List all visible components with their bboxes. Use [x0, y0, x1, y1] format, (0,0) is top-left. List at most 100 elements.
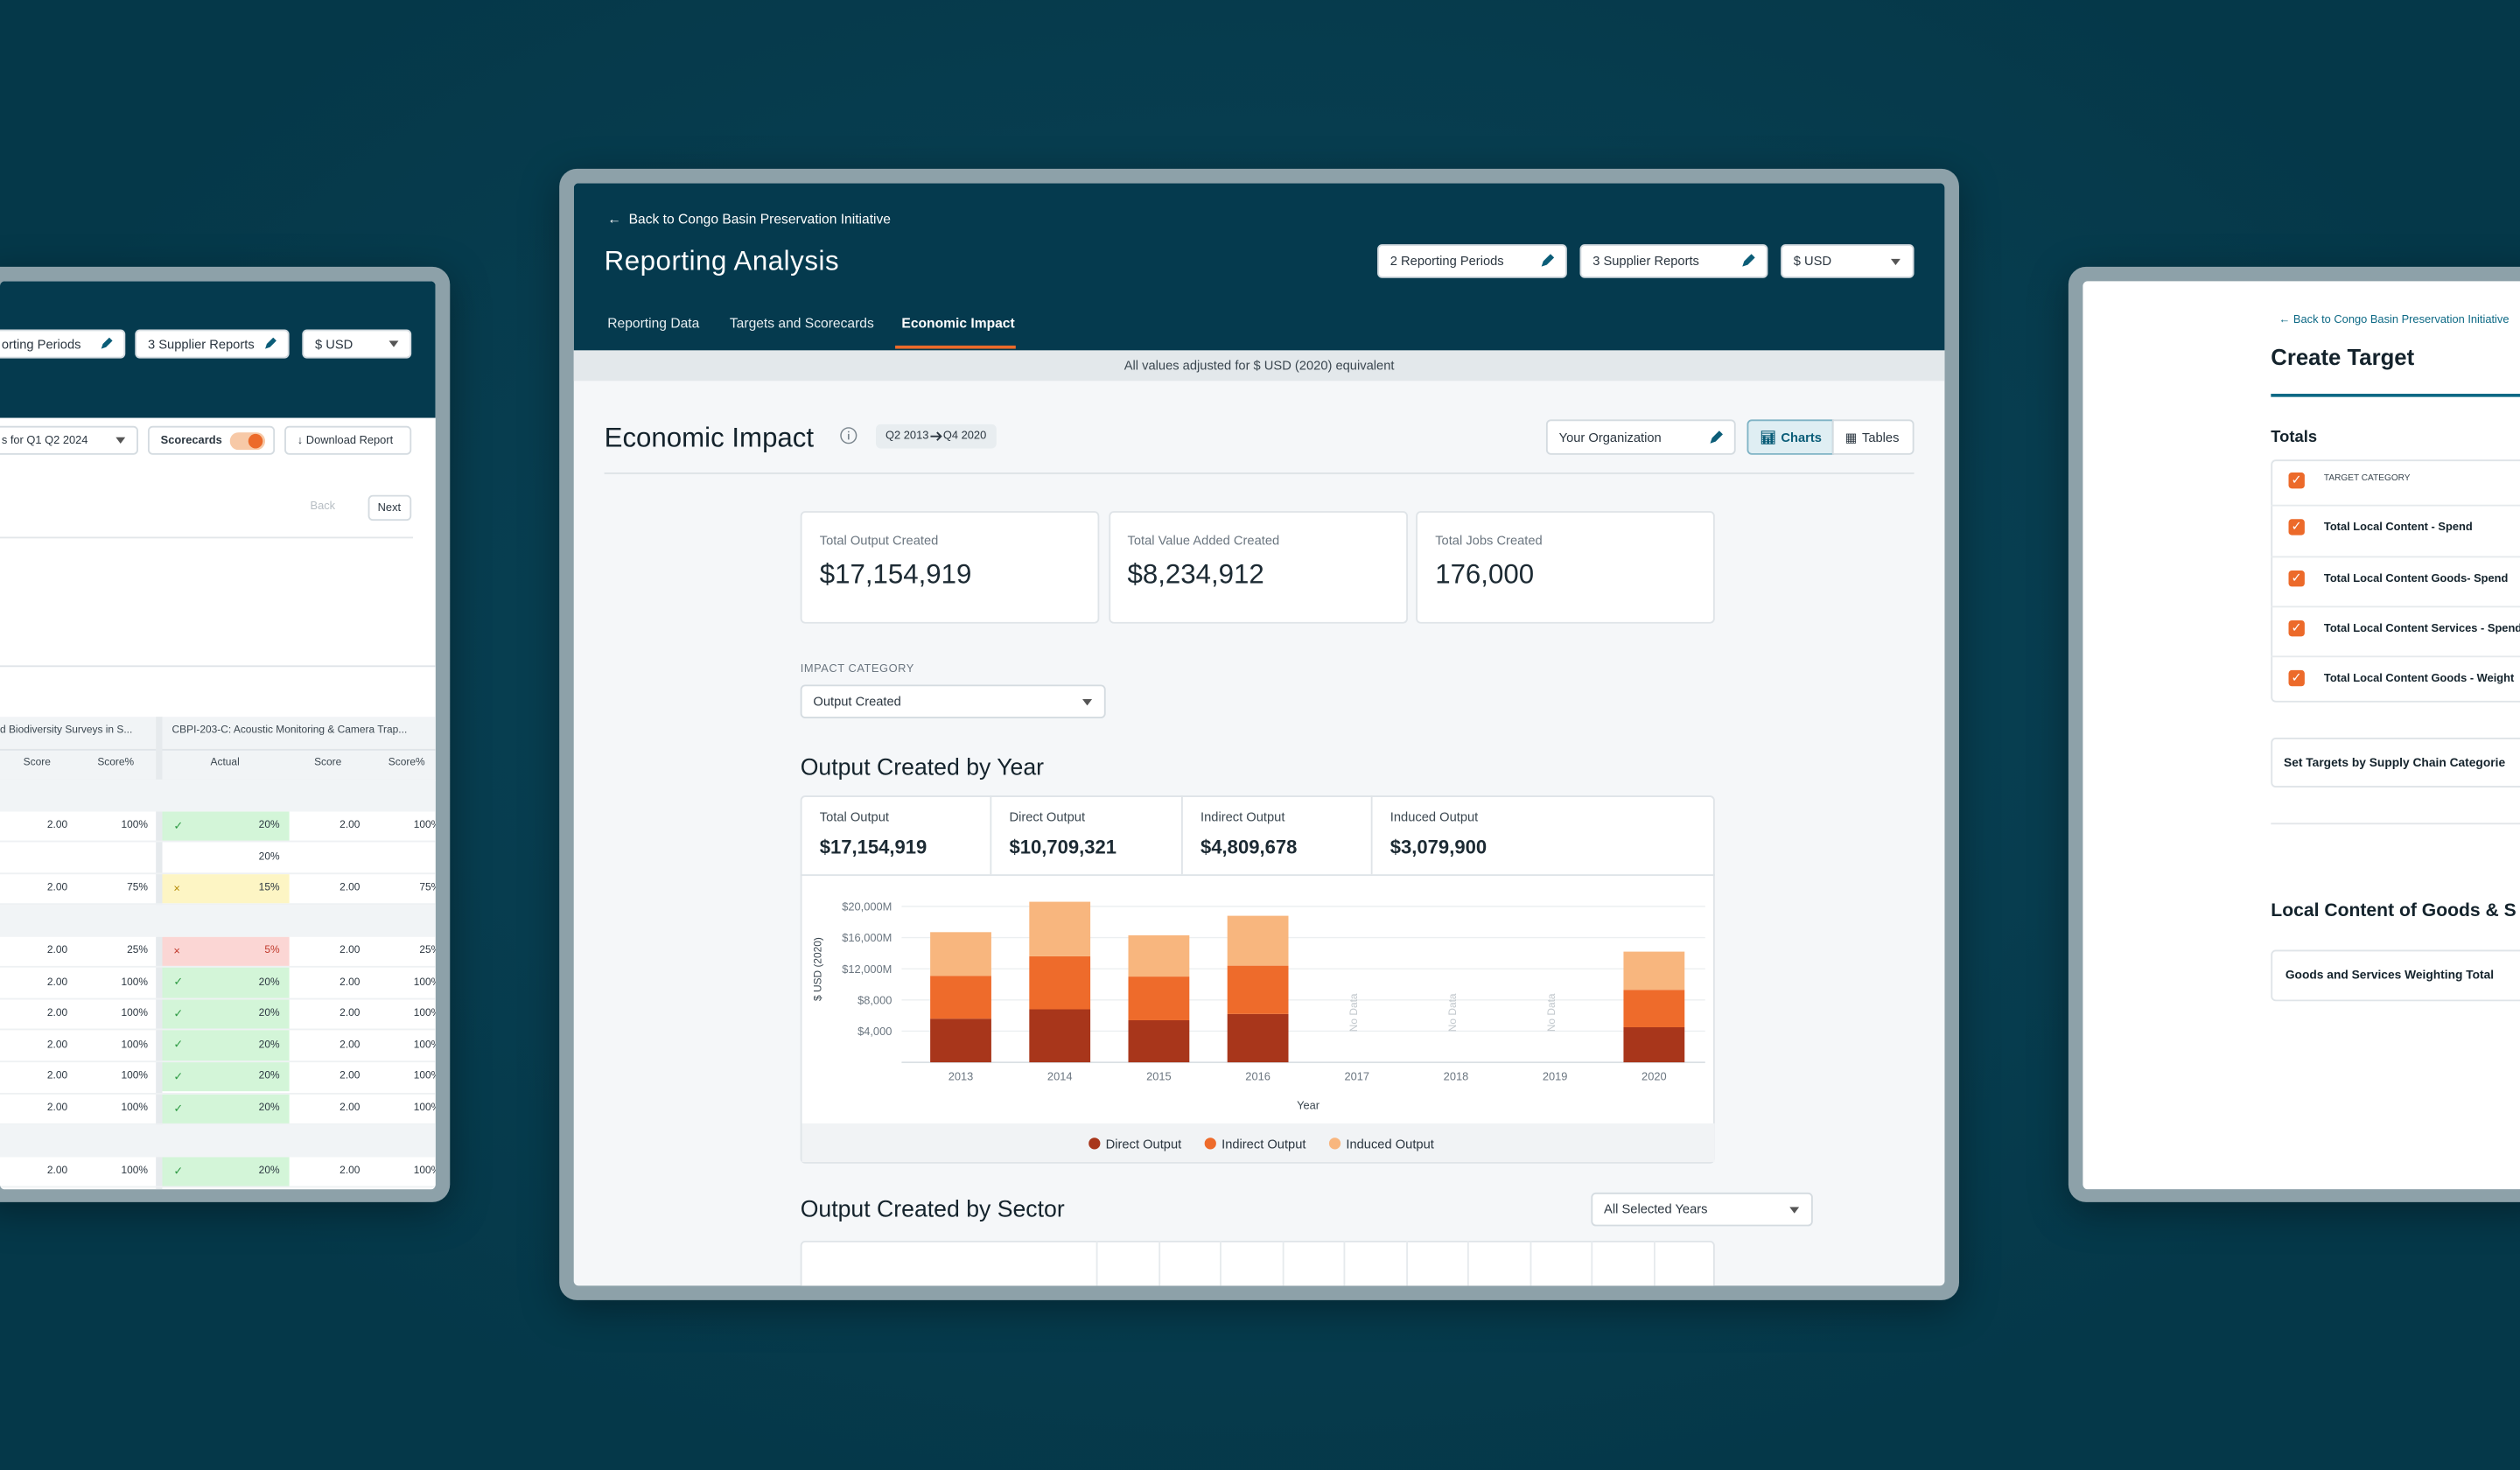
- tab[interactable]: Targets and Scorecards: [729, 315, 874, 332]
- x-tick-label: 2013: [948, 1069, 973, 1082]
- column-line: [1158, 1240, 1161, 1286]
- status-cell: [162, 1093, 290, 1124]
- target-list: ✓ TARGET CATEGORY ✓ Total Local Content - S…: [2271, 459, 2520, 702]
- info-icon[interactable]: [839, 426, 858, 445]
- filter-text: orting Periods: [1, 336, 81, 352]
- column-header: Score: [314, 757, 342, 768]
- table-cell: 75%: [127, 882, 148, 894]
- filter-text: 2 Reporting Periods: [1390, 254, 1504, 269]
- bar-segment: [1127, 976, 1189, 1020]
- y-tick-label: $4,000: [857, 1025, 891, 1038]
- status-cell: [162, 1156, 290, 1186]
- list-header: TARGET CATEGORY: [2323, 473, 2411, 484]
- checkbox: ✓: [2288, 620, 2305, 637]
- table-cell: 100%: [121, 1102, 148, 1114]
- column-line: [1466, 1240, 1469, 1286]
- select-text: s for Q1 Q2 2024: [1, 434, 88, 446]
- row-line: [2271, 556, 2520, 558]
- bar-segment: [929, 1018, 991, 1063]
- status-cell: [162, 1031, 290, 1061]
- tables-toggle[interactable]: ▦ Tables: [1831, 419, 1914, 455]
- bar-segment: [1028, 901, 1090, 956]
- table-cell: 15%: [258, 882, 280, 894]
- organization-select[interactable]: Your Organization: [1545, 419, 1736, 455]
- table-cell: 100%: [121, 976, 148, 989]
- currency-select[interactable]: $ USD: [302, 329, 412, 359]
- table-cell: 2.00: [46, 1008, 68, 1020]
- legend-swatch: [1088, 1138, 1100, 1150]
- row-line: [0, 1060, 436, 1062]
- charts-toggle[interactable]: 📊︎ Charts: [1746, 419, 1834, 455]
- group-row: [0, 1124, 436, 1157]
- toggle-text: Scorecards: [160, 434, 222, 446]
- status-icon: ✓: [173, 1102, 184, 1115]
- banner: All values adjusted for $ USD (2020) equ…: [573, 350, 1945, 382]
- cell-divider: [990, 795, 992, 875]
- status-cell: [162, 810, 290, 841]
- filter-text: $ USD: [1793, 254, 1832, 269]
- filter[interactable]: orting Periods: [0, 329, 126, 359]
- table-cell: 2.00: [46, 1040, 68, 1052]
- weighting-card[interactable]: [2271, 949, 2520, 1002]
- bar-segment: [1622, 1026, 1684, 1063]
- row-line: [0, 903, 436, 906]
- table-cell: 100%: [121, 1071, 148, 1082]
- legend-label: Induced Output: [1345, 1138, 1432, 1152]
- table-cell: 20%: [258, 976, 280, 989]
- period-to: Q4 2020: [942, 430, 987, 443]
- back-link[interactable]: ← Back to Congo Basin Preservation Initi…: [2278, 315, 2510, 326]
- divider: [2271, 822, 2520, 825]
- scorecards-toggle[interactable]: Scorecards: [147, 425, 276, 455]
- status-cell: [162, 968, 290, 998]
- filter-text: 3 Supplier Reports: [1592, 254, 1699, 269]
- filter[interactable]: 3 Supplier Reports: [135, 329, 290, 359]
- table-cell: 20%: [258, 1071, 280, 1082]
- next-button[interactable]: Next: [368, 494, 412, 522]
- y-tick-label: $8,000: [857, 993, 891, 1006]
- tab[interactable]: Reporting Data: [607, 315, 700, 332]
- column-line: [1096, 1240, 1098, 1286]
- table-cell: 100%: [413, 1040, 436, 1052]
- summary-value: $4,809,678: [1200, 836, 1298, 858]
- table-cell: 2.00: [46, 1165, 68, 1177]
- year-select[interactable]: All Selected Years: [1591, 1192, 1813, 1227]
- impact-select[interactable]: Output Created: [800, 684, 1106, 719]
- toggle-text: Charts: [1781, 430, 1822, 444]
- table-cell: 2.00: [46, 976, 68, 989]
- table-cell: 20%: [258, 1008, 280, 1020]
- column-line: [1406, 1240, 1408, 1286]
- bar-segment: [929, 976, 991, 1019]
- supply-chain-card[interactable]: [2271, 738, 2520, 788]
- table-cell: 2.00: [340, 882, 360, 894]
- no-data-label: No Data: [1347, 993, 1359, 1032]
- table-cell: 2.00: [46, 945, 68, 957]
- back-button[interactable]: Back: [310, 501, 336, 513]
- back-link[interactable]: ← Back to Congo Basin Preservation Initi…: [607, 210, 892, 227]
- period-chip: Q2 2013 Q4 2020: [876, 424, 997, 449]
- currency-select[interactable]: $ USD: [1781, 244, 1914, 278]
- row-line: [0, 966, 436, 969]
- table-cell: 2.00: [340, 1165, 360, 1177]
- filter[interactable]: 3 Supplier Reports: [1579, 244, 1768, 278]
- table-cell: 5%: [264, 945, 280, 957]
- filter[interactable]: 2 Reporting Periods: [1377, 244, 1567, 278]
- table-cell: 20%: [258, 1102, 280, 1114]
- download-button[interactable]: ↓ Download Report: [284, 425, 412, 455]
- period-select[interactable]: s for Q1 Q2 2024: [0, 425, 138, 455]
- right-window: ← Back to Congo Basin Preservation Initi…: [2082, 281, 2520, 1190]
- status-icon: ✓: [173, 1166, 184, 1178]
- tab-active[interactable]: Economic Impact: [901, 315, 1015, 332]
- select-text: Output Created: [813, 694, 901, 710]
- group-row: [0, 905, 436, 937]
- column-line: [1654, 1240, 1656, 1286]
- metric-value: $8,234,912: [1127, 559, 1264, 591]
- cell-divider: [1181, 795, 1183, 875]
- table-cell: 100%: [121, 1040, 148, 1052]
- filter-text: $ USD: [315, 336, 354, 352]
- link-text: Back to Congo Basin Preservation Initiat…: [628, 210, 892, 227]
- bar-segment: [1028, 956, 1090, 1010]
- table-cell: 20%: [258, 850, 280, 863]
- x-tick-label: 2020: [1641, 1069, 1666, 1082]
- summary-value: $17,154,919: [819, 836, 928, 858]
- table-cell: 2.00: [46, 1071, 68, 1082]
